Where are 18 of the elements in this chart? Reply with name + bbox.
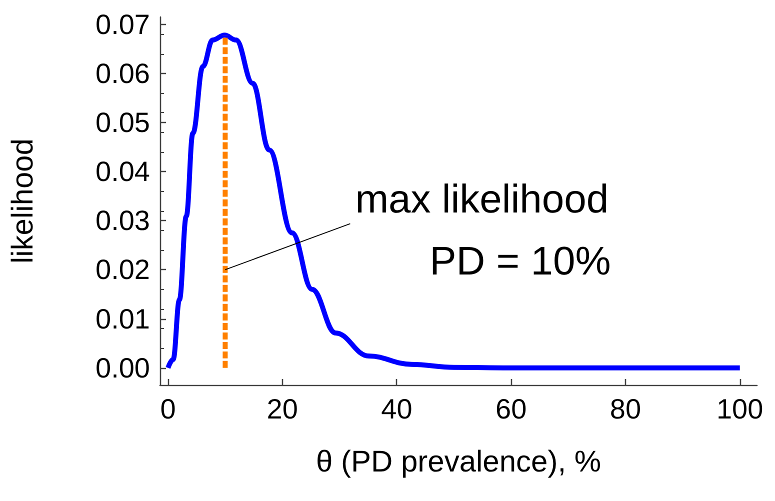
x-tick-label: 0	[160, 394, 176, 424]
y-tick-label: 0.02	[96, 254, 150, 286]
y-tick-label: 0.00	[96, 352, 150, 384]
x-tick-label: 20	[266, 394, 298, 424]
annotation: max likelihood	[355, 178, 609, 222]
y-tick-label: 0.05	[96, 106, 150, 138]
y-tick-label: 0.07	[96, 8, 150, 40]
x-axis-title: θ (PD prevalence), %	[316, 446, 602, 478]
x-tick-label: 60	[496, 394, 527, 424]
x-tick-label: 40	[381, 394, 412, 424]
y-tick-label: 0.03	[96, 205, 150, 236]
annotation: PD = 10%	[430, 240, 611, 284]
y-tick-label: 0.01	[96, 303, 150, 334]
x-tick-label: 80	[610, 394, 642, 424]
y-axis-title: likelihood	[6, 138, 40, 264]
x-tick-label: 100	[716, 394, 764, 424]
y-tick-label: 0.06	[96, 58, 150, 89]
y-tick-label: 0.04	[96, 156, 150, 188]
